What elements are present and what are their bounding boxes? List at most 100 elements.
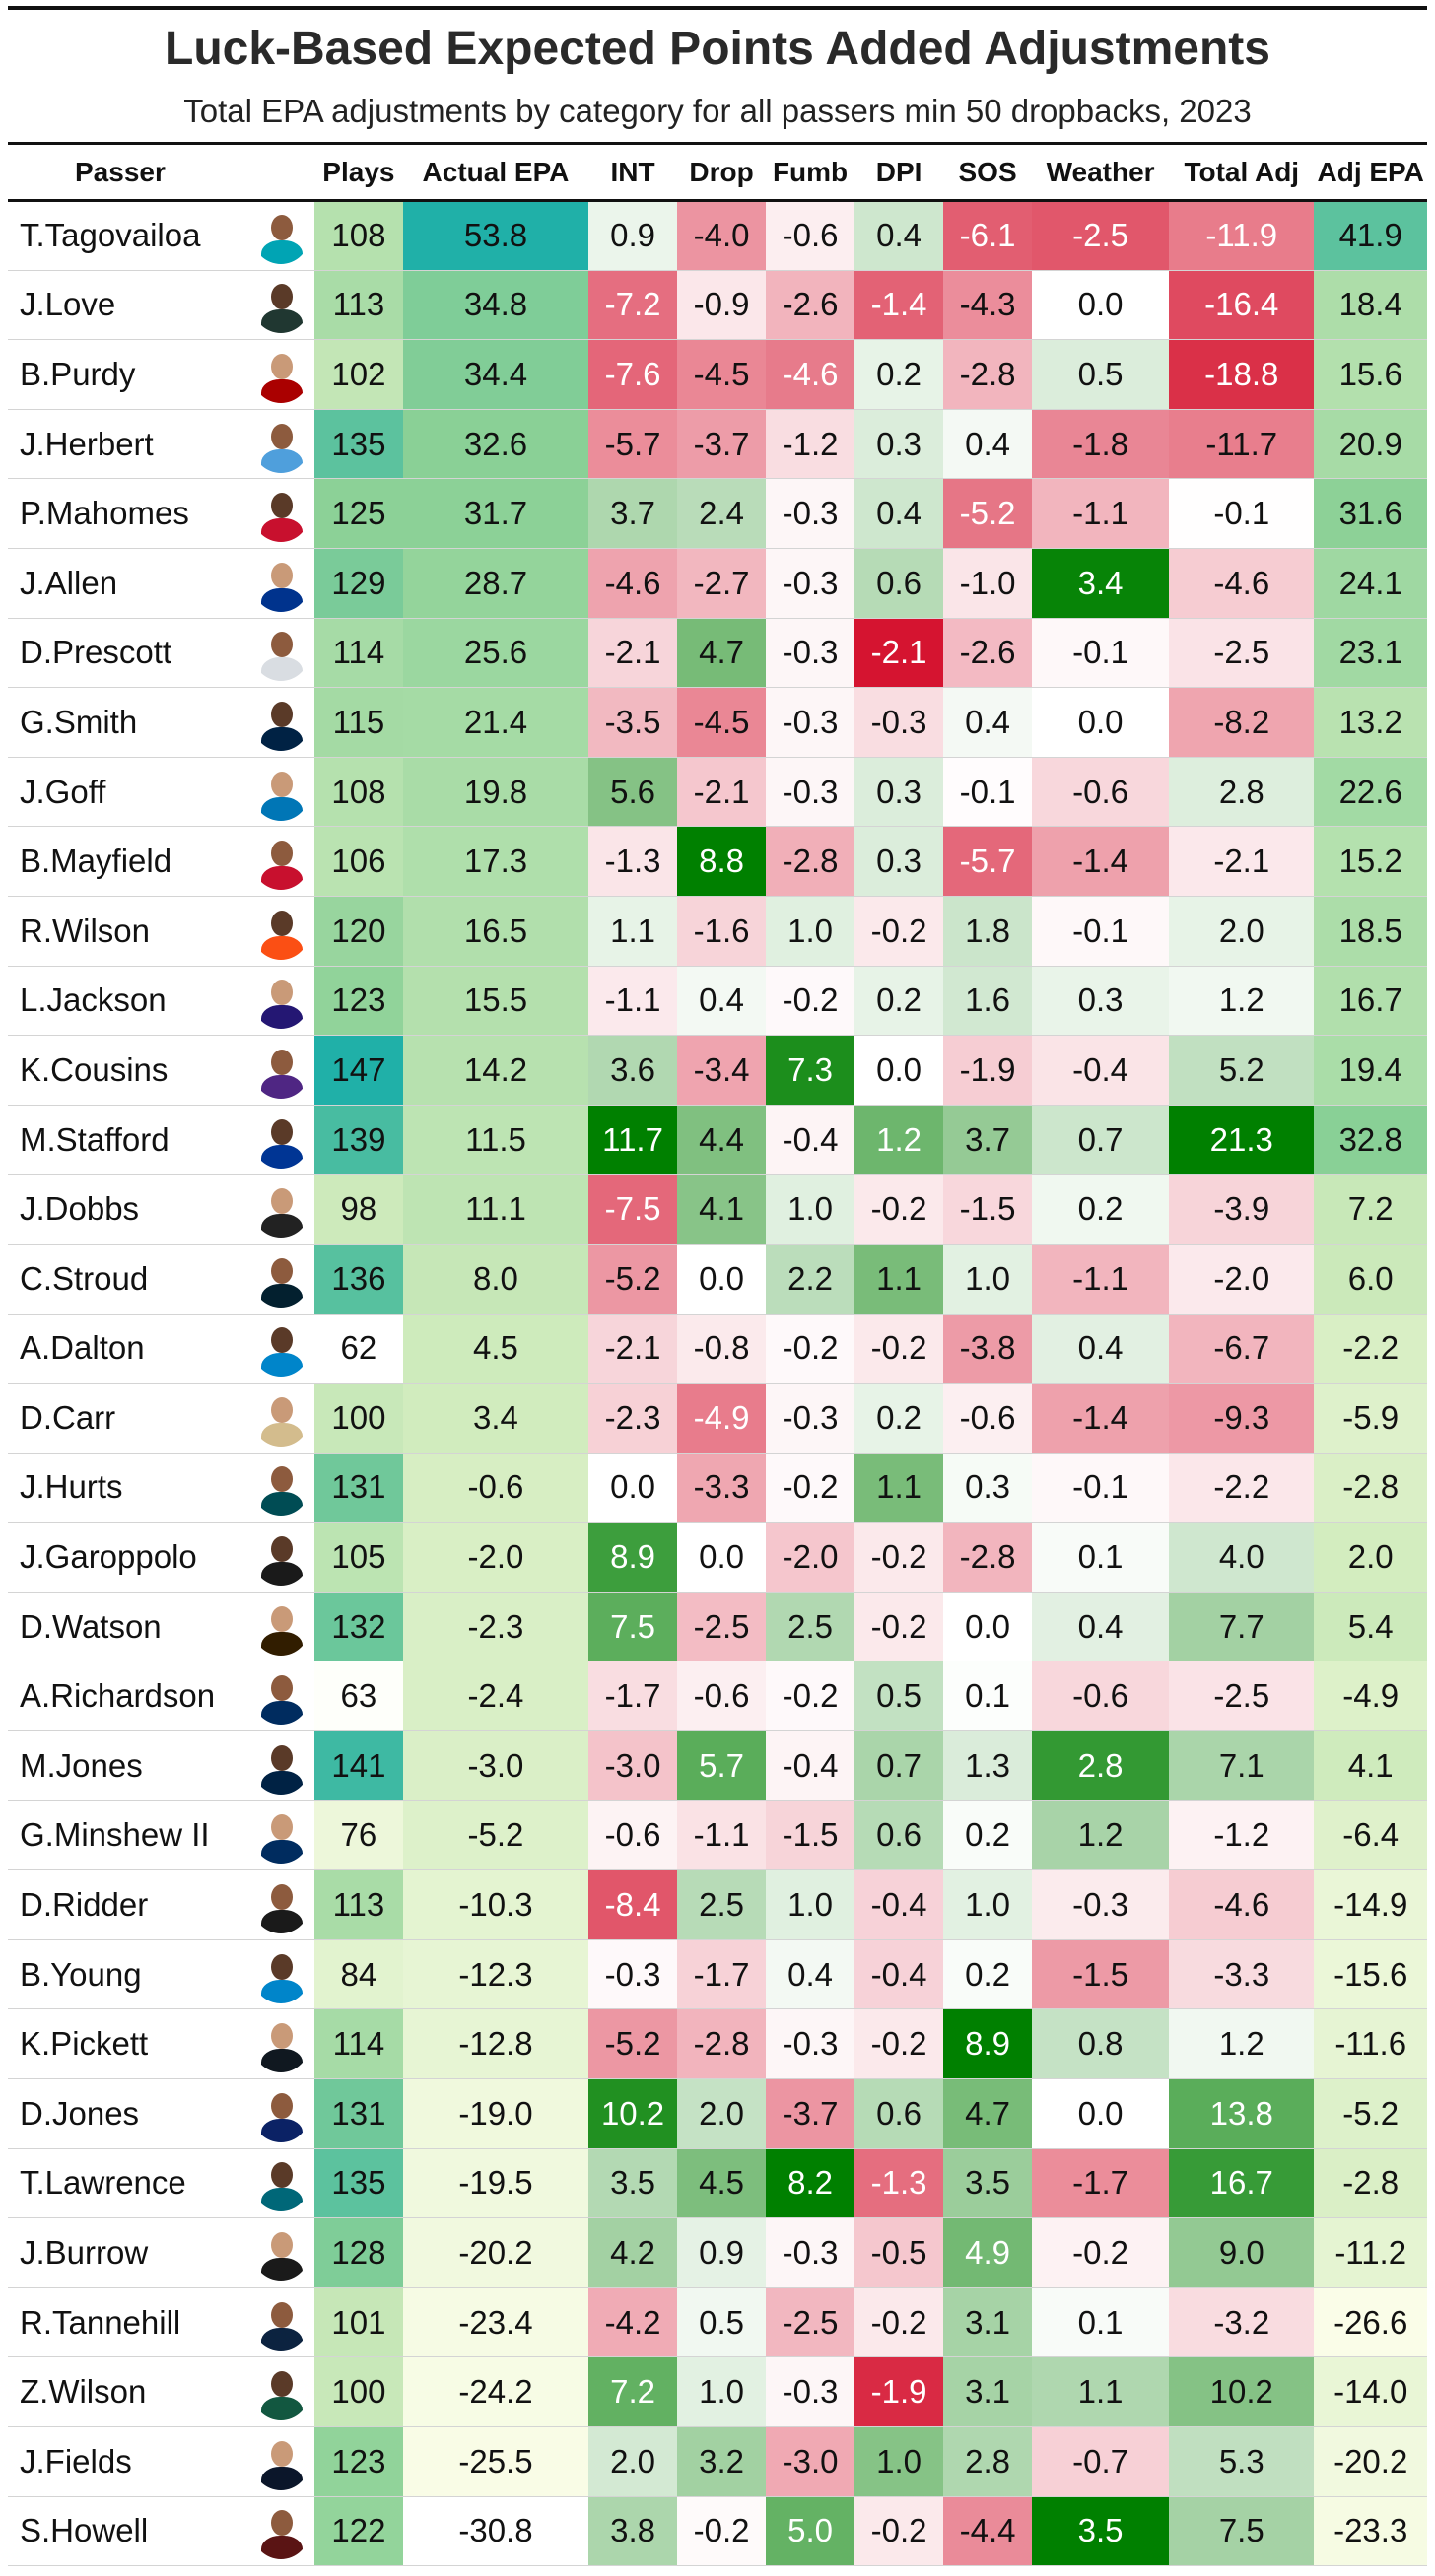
total-adj-cell: -1.2	[1169, 1800, 1315, 1871]
fumb-cell: 7.3	[766, 1035, 855, 1106]
fumb-cell: 2.2	[766, 1244, 855, 1315]
fumb-cell: 1.0	[766, 896, 855, 967]
table-row: Z.Wilson 100 -24.2 7.2 1.0 -0.3 -1.9 3.1 1.1 10.2…	[8, 2356, 1427, 2427]
header-total-adj: Total Adj	[1169, 142, 1315, 202]
actual-epa-cell: 4.5	[402, 1314, 589, 1385]
headshot-cell	[246, 2217, 314, 2288]
actual-epa-cell: -2.4	[402, 1661, 589, 1732]
player-headshot-icon	[252, 1876, 309, 1934]
headshot-cell	[246, 1383, 314, 1454]
table-row: L.Jackson 123 15.5 -1.1 0.4 -0.2 0.2 1.6 0.3 1.2 1…	[8, 966, 1427, 1037]
weather-cell: 0.4	[1032, 1314, 1170, 1385]
actual-epa-cell: 31.7	[402, 478, 589, 549]
int-cell: -1.1	[588, 966, 678, 1037]
dpi-cell: -0.5	[854, 2217, 944, 2288]
player-headshot-icon	[252, 903, 309, 960]
dpi-cell: 0.2	[854, 1383, 944, 1454]
player-headshot-icon	[252, 1320, 309, 1378]
drop-cell: -0.2	[677, 2496, 767, 2567]
plays-cell: 120	[313, 896, 403, 967]
player-headshot-icon	[252, 1806, 309, 1864]
dpi-cell: 1.1	[854, 1244, 944, 1315]
headshot-cell	[246, 1035, 314, 1106]
total-adj-cell: -2.1	[1169, 826, 1315, 897]
headshot-cell	[246, 1314, 314, 1385]
passer-name: D.Prescott	[8, 618, 247, 689]
int-cell: 5.6	[588, 757, 678, 828]
table-row: G.Minshew II 76 -5.2 -0.6 -1.1 -1.5 0.6 0.2 1.2-…	[8, 1800, 1427, 1871]
table-row: D.Ridder 113 -10.3 -8.4 2.5 1.0 -0.4 1.0 -0.3 -4.…	[8, 1869, 1427, 1940]
headshot-cell	[246, 270, 314, 341]
int-cell: -4.6	[588, 548, 678, 619]
headshot-cell	[246, 1939, 314, 2010]
player-headshot-icon	[252, 276, 309, 334]
sos-cell: -0.6	[943, 1383, 1033, 1454]
headshot-cell	[246, 2008, 314, 2080]
sos-cell: -4.4	[943, 2496, 1033, 2567]
fumb-cell: -0.6	[766, 200, 855, 271]
headshot-cell	[246, 618, 314, 689]
fumb-cell: -4.6	[766, 339, 855, 410]
sos-cell: 3.1	[943, 2356, 1033, 2427]
fumb-cell: 0.4	[766, 1939, 855, 2010]
fumb-cell: -1.2	[766, 409, 855, 480]
player-headshot-icon	[252, 1251, 309, 1308]
total-adj-cell: -2.5	[1169, 618, 1315, 689]
passer-name: J.Fields	[8, 2426, 247, 2497]
dpi-cell: 1.0	[854, 2426, 944, 2497]
fumb-cell: -0.3	[766, 618, 855, 689]
drop-cell: -2.7	[677, 548, 767, 619]
headshot-cell	[246, 339, 314, 410]
total-adj-cell: -2.2	[1169, 1453, 1315, 1524]
player-headshot-icon	[252, 694, 309, 751]
passer-name: G.Minshew II	[8, 1800, 247, 1871]
weather-cell: -1.1	[1032, 1244, 1170, 1315]
sos-cell: 8.9	[943, 2008, 1033, 2080]
headshot-cell	[246, 2078, 314, 2149]
table-row: J.Burrow 128 -20.2 4.2 0.9 -0.3 -0.5 4.9 -0.2 9.0…	[8, 2217, 1427, 2288]
player-headshot-icon	[252, 2363, 309, 2421]
table-row: R.Tannehill 101 -23.4 -4.2 0.5 -2.5 -0.2 3.1 0.1…	[8, 2287, 1427, 2358]
weather-cell: -0.4	[1032, 1035, 1170, 1106]
adj-epa-cell: -2.8	[1314, 2148, 1427, 2219]
sos-cell: -3.8	[943, 1314, 1033, 1385]
passer-name: J.Dobbs	[8, 1174, 247, 1245]
dpi-cell: 0.0	[854, 1035, 944, 1106]
player-headshot-icon	[252, 1528, 309, 1587]
sos-cell: -2.8	[943, 1522, 1033, 1593]
fumb-cell: -0.3	[766, 478, 855, 549]
total-adj-cell: 5.3	[1169, 2426, 1315, 2497]
headshot-cell	[246, 1453, 314, 1524]
headshot-cell	[246, 2287, 314, 2358]
adj-epa-cell: -14.0	[1314, 2356, 1427, 2427]
int-cell: 11.7	[588, 1105, 678, 1176]
fumb-cell: -0.2	[766, 1453, 855, 1524]
adj-epa-cell: 41.9	[1314, 200, 1427, 271]
int-cell: -7.5	[588, 1174, 678, 1245]
headshot-cell	[246, 2426, 314, 2497]
int-cell: 8.9	[588, 1522, 678, 1593]
int-cell: -3.5	[588, 687, 678, 758]
sos-cell: 3.7	[943, 1105, 1033, 1176]
total-adj-cell: -3.9	[1169, 1174, 1315, 1245]
header-weather: Weather	[1032, 142, 1170, 202]
int-cell: 0.9	[588, 200, 678, 271]
headshot-cell	[246, 1592, 314, 1662]
drop-cell: -4.5	[677, 687, 767, 758]
drop-cell: 2.4	[677, 478, 767, 549]
sos-cell: 0.4	[943, 409, 1033, 480]
actual-epa-cell: -2.3	[402, 1592, 589, 1662]
total-adj-cell: 5.2	[1169, 1035, 1315, 1106]
passer-name: T.Tagovailoa	[8, 200, 247, 271]
weather-cell: -0.1	[1032, 896, 1170, 967]
weather-cell: 0.1	[1032, 1522, 1170, 1593]
weather-cell: 0.5	[1032, 339, 1170, 410]
dpi-cell: 0.3	[854, 826, 944, 897]
player-headshot-icon	[252, 1598, 309, 1656]
adj-epa-cell: 7.2	[1314, 1174, 1427, 1245]
drop-cell: -2.1	[677, 757, 767, 828]
actual-epa-cell: -3.0	[402, 1730, 589, 1801]
headshot-cell	[246, 409, 314, 480]
int-cell: -5.2	[588, 2008, 678, 2080]
dpi-cell: 0.3	[854, 757, 944, 828]
